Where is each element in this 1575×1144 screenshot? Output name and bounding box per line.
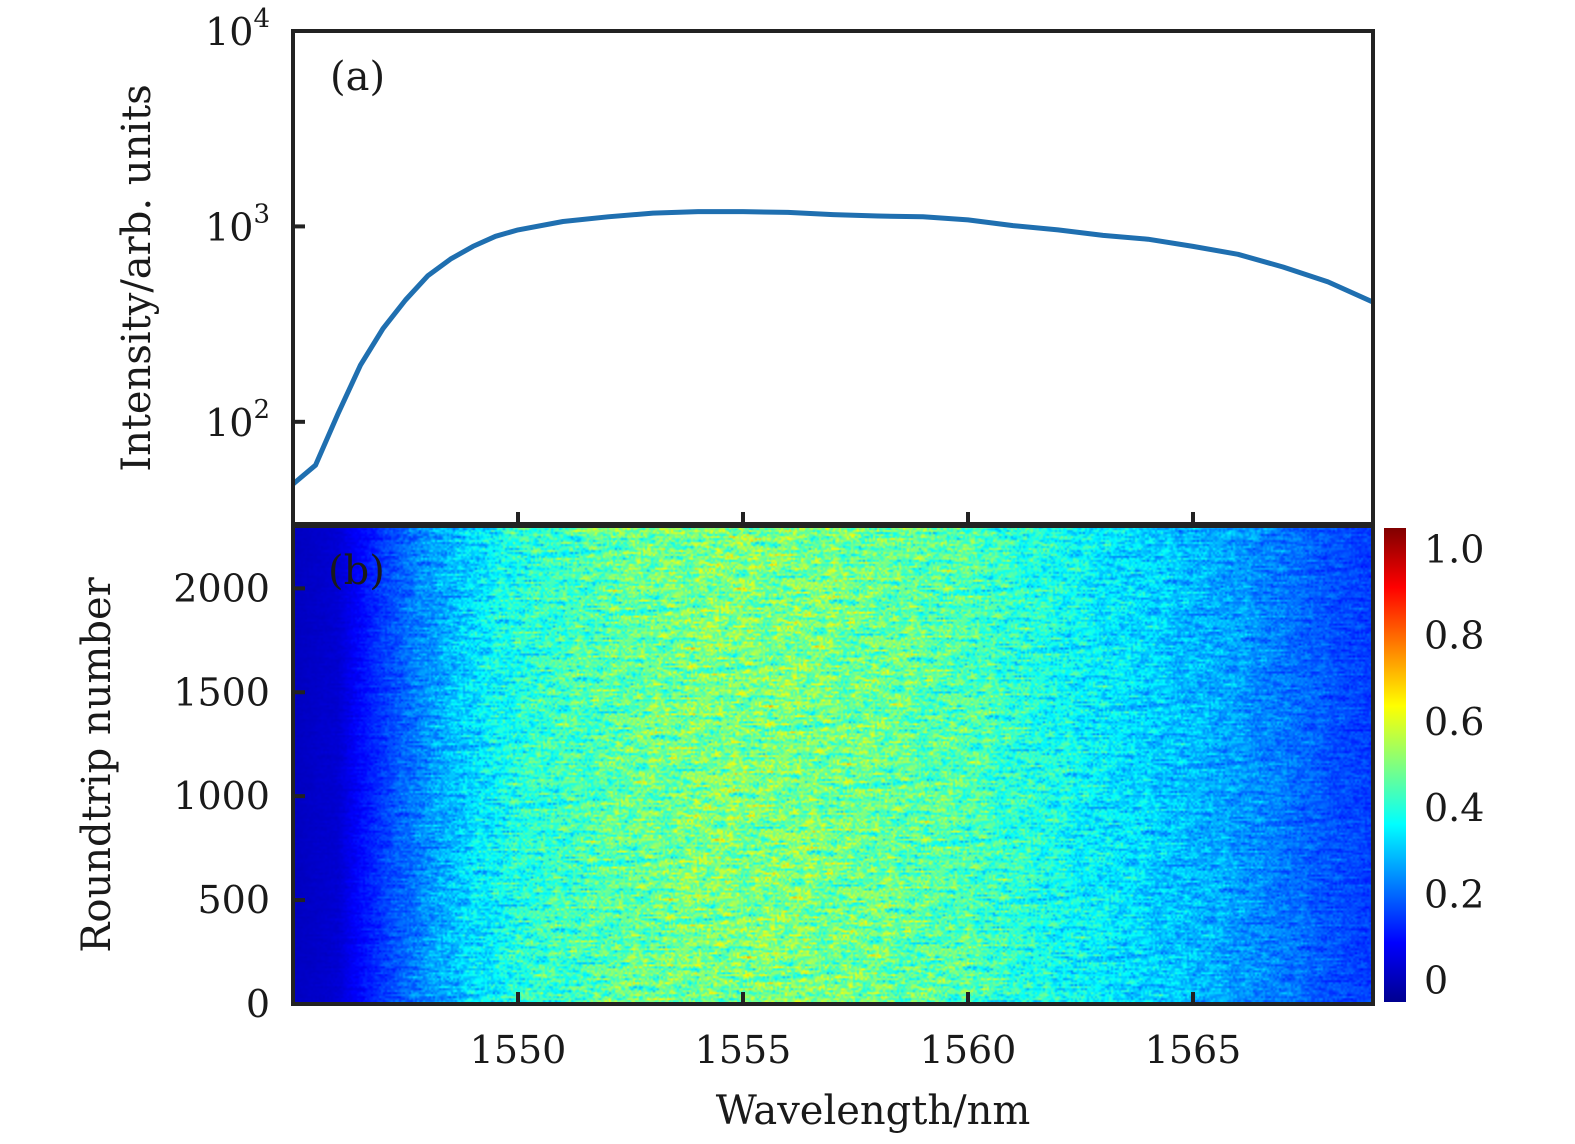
colorbar-tick-label: 0.4: [1424, 786, 1484, 830]
panel-a-y-ticks: 102 103 104: [205, 4, 305, 445]
panel-a-y-axis-title: Intensity/arb. units: [114, 84, 160, 471]
panel-b-label: (b): [328, 548, 385, 594]
colorbar-gradient: [1384, 528, 1406, 1002]
panel-b-y-axis-title: Roundtrip number: [74, 576, 120, 952]
colorbar-tick-label: 0.8: [1424, 614, 1484, 658]
colorbar-tick-label: 0.2: [1424, 872, 1484, 916]
colorbar-ticks: 0 0.2 0.4 0.6 0.8 1.0: [1424, 528, 1484, 1003]
y-tick-label: 2000: [173, 566, 270, 610]
panel-b-y-ticks: 0 500 1000 1500 2000: [173, 566, 305, 1026]
heatmap-image: [293, 526, 1373, 1004]
panel-a: 102 103 104 (a) Intensity/arb. units: [114, 4, 1375, 526]
x-tick-label: 1565: [1145, 1028, 1242, 1072]
panel-a-frame: [291, 29, 1375, 526]
panel-b-x-ticks: 1550 1555 1560 1565: [470, 512, 1242, 1072]
x-tick-label: 1550: [470, 1028, 567, 1072]
colorbar: 0 0.2 0.4 0.6 0.8 1.0: [1384, 528, 1484, 1003]
x-tick-label: 1560: [920, 1028, 1017, 1072]
y-tick-label: 103: [205, 199, 270, 249]
y-tick-label: 1000: [173, 774, 270, 818]
colorbar-tick-label: 0: [1424, 958, 1448, 1002]
panel-a-label: (a): [330, 54, 385, 100]
y-tick-label: 0: [246, 982, 270, 1026]
panel-b-frame: [291, 524, 1375, 1006]
y-tick-label: 102: [205, 395, 270, 445]
colorbar-tick-label: 0.6: [1424, 700, 1484, 744]
y-tick-label: 500: [197, 878, 270, 922]
panel-b: 1550 1555 1560 1565 0 500 1000 1500 2000 (b) Ro…: [74, 512, 1375, 1134]
y-tick-label: 1500: [173, 670, 270, 714]
y-tick-label: 104: [205, 4, 270, 54]
x-tick-label: 1555: [695, 1028, 792, 1072]
colorbar-tick-label: 1.0: [1424, 528, 1484, 572]
spectrum-line: [293, 209, 1373, 487]
x-axis-title: Wavelength/nm: [716, 1088, 1031, 1134]
